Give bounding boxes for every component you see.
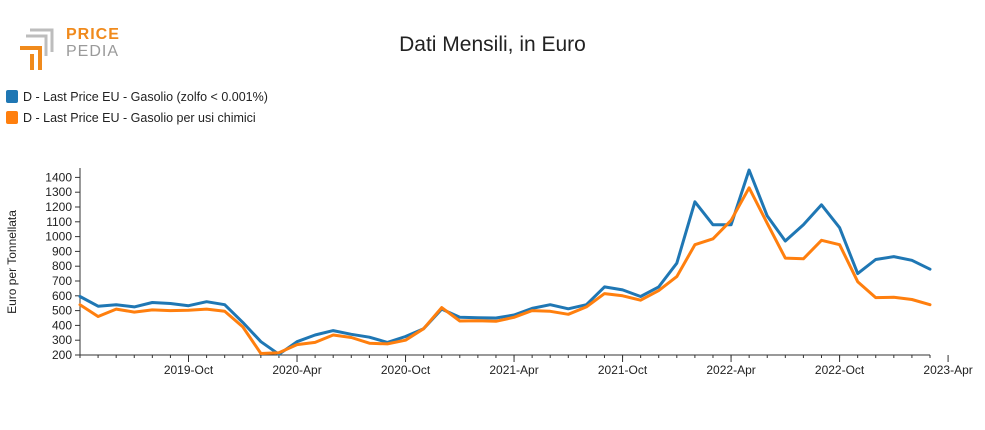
x-tick-label: 2023-Apr: [923, 363, 972, 377]
x-tick-label: 2022-Apr: [706, 363, 755, 377]
chart-title: Dati Mensili, in Euro: [399, 33, 586, 56]
legend-item-series-1[interactable]: D - Last Price EU - Gasolio (zolfo < 0.0…: [6, 86, 268, 107]
legend: D - Last Price EU - Gasolio (zolfo < 0.0…: [6, 86, 268, 128]
y-tick-label: 300: [52, 333, 72, 347]
y-tick-label: 500: [52, 304, 72, 318]
logo-text-price: PRICE: [66, 26, 120, 43]
logo-mark-icon: [20, 28, 54, 70]
y-tick-label: 1100: [46, 215, 72, 229]
y-tick-label: 1200: [45, 200, 72, 214]
x-tick-label: 2020-Apr: [272, 363, 321, 377]
legend-swatch-series-2: [6, 111, 18, 124]
logo-text-pedia: PEDIA: [66, 43, 120, 60]
y-tick-label: 900: [52, 244, 72, 258]
series-line-2: [78, 186, 932, 355]
x-tick-label: 2020-Oct: [381, 363, 431, 377]
legend-label-series-2: D - Last Price EU - Gasolio per usi chim…: [23, 110, 256, 125]
x-tick-label: 2022-Oct: [815, 363, 865, 377]
y-tick-label: 700: [52, 274, 72, 288]
y-tick-label: 1400: [45, 170, 72, 184]
y-tick-label: 400: [52, 318, 72, 332]
legend-item-series-2[interactable]: D - Last Price EU - Gasolio per usi chim…: [6, 107, 268, 128]
x-tick-label: 2021-Oct: [598, 363, 648, 377]
x-tick-label: 2021-Apr: [489, 363, 538, 377]
y-axis-title: Euro per Tonnellata: [5, 210, 19, 314]
legend-label-series-1: D - Last Price EU - Gasolio (zolfo < 0.0…: [23, 89, 268, 104]
series-line-1: [78, 168, 932, 356]
y-tick-label: 200: [52, 348, 72, 362]
y-tick-label: 1000: [45, 230, 72, 244]
legend-swatch-series-1: [6, 90, 18, 103]
pricepedia-logo: PRICE PEDIA: [18, 26, 128, 74]
x-tick-label: 2019-Oct: [164, 363, 214, 377]
y-tick-label: 800: [52, 259, 72, 273]
plot-area: 2003004005006007008009001000110012001300…: [45, 168, 973, 377]
y-tick-label: 600: [52, 289, 72, 303]
y-tick-label: 1300: [45, 185, 72, 199]
